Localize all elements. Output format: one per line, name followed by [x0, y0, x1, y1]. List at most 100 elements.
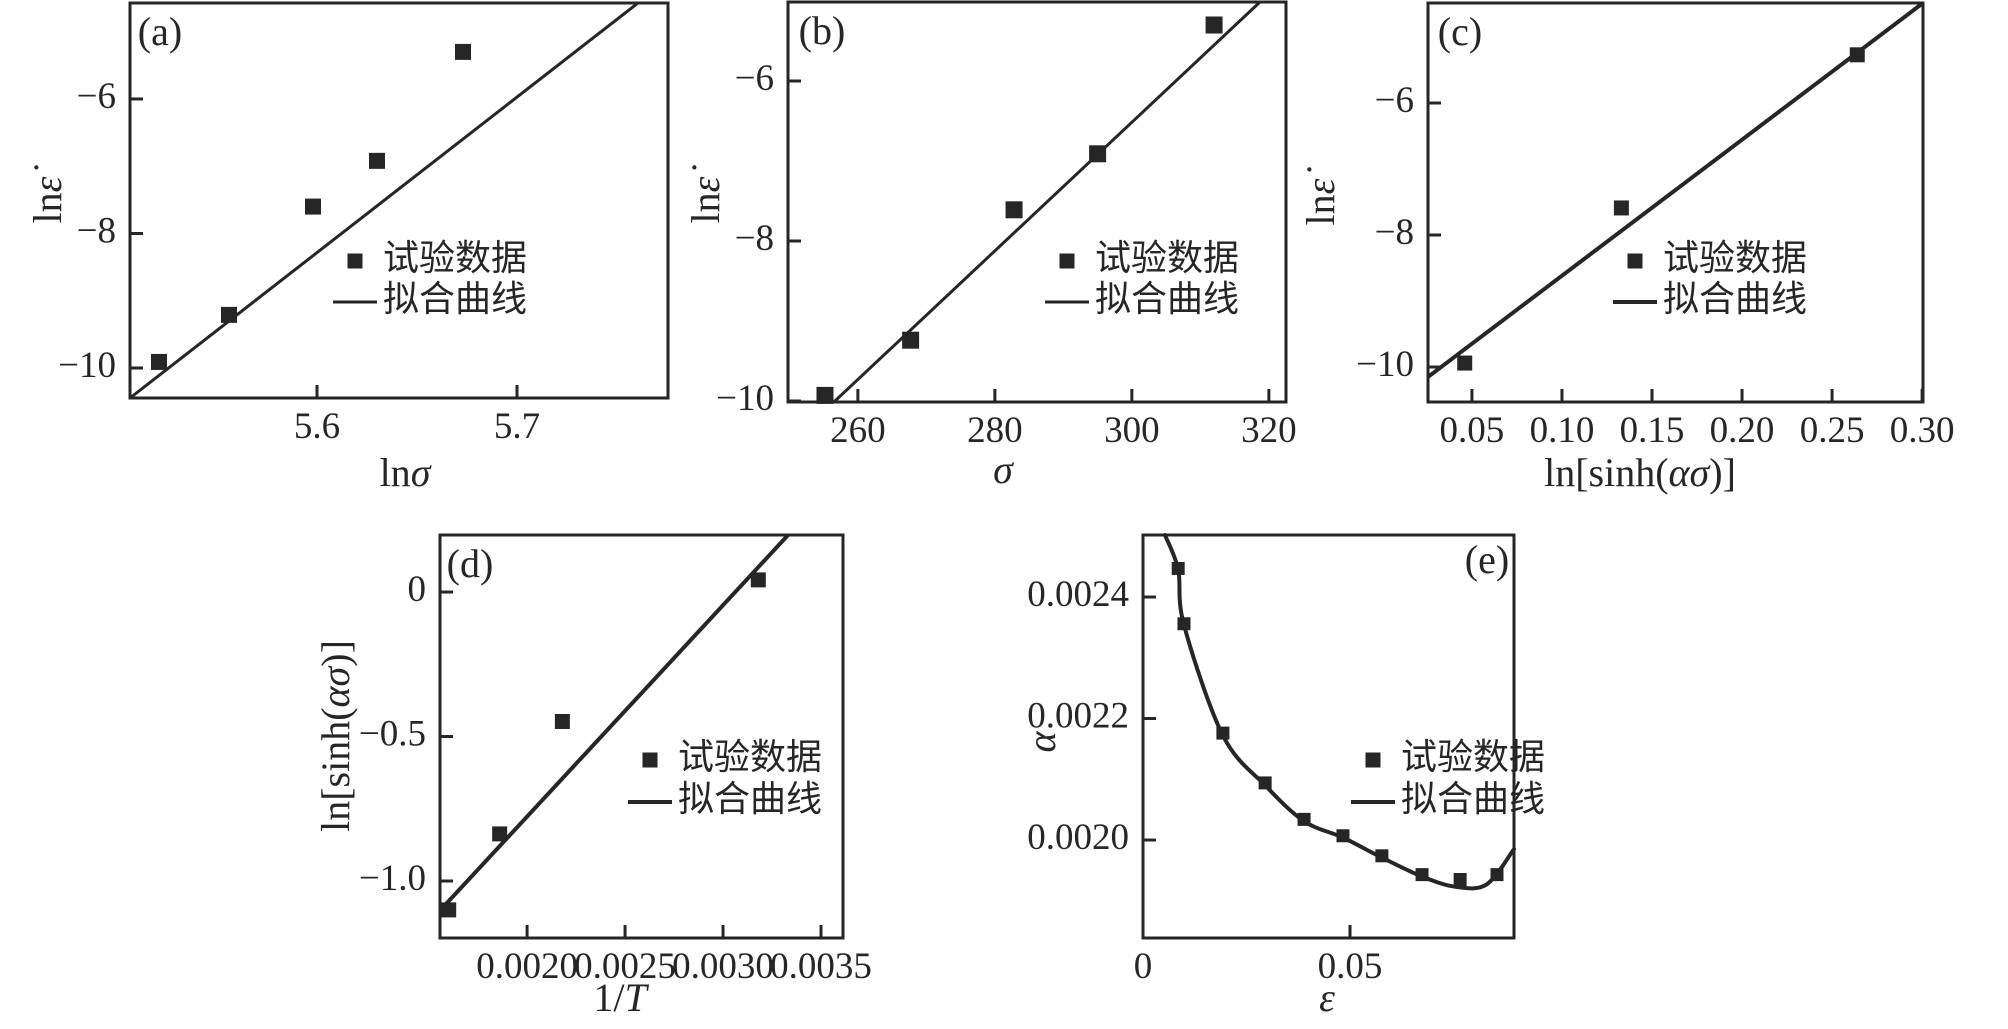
legend-fit-label: 拟合曲线: [1401, 779, 1545, 819]
legend-marker-icon: [347, 253, 363, 269]
x-tick-label: 280: [967, 410, 1023, 451]
x-tick-label: 0.05: [1318, 946, 1383, 987]
data-point-marker: [1177, 617, 1191, 631]
x-tick-label: 0: [1134, 946, 1153, 987]
axis-frame: [786, 0, 1288, 404]
x-tick-label: 300: [1104, 410, 1160, 451]
x-tick-label: 0.05: [1440, 410, 1505, 451]
data-point-marker: [151, 353, 167, 370]
y-tick-label: 0.0022: [1027, 696, 1129, 737]
y-axis-label: lnε̇: [25, 165, 70, 224]
data-point-marker: [750, 572, 766, 588]
legend-data-label: 试验数据: [1401, 737, 1545, 777]
data-point-marker: [492, 826, 508, 842]
y-tick-label: −10: [716, 378, 774, 419]
y-tick-label: −6: [1375, 80, 1414, 121]
legend-data-label: 试验数据: [678, 737, 822, 777]
axis-frame: [438, 533, 845, 940]
axis-frame: [128, 1, 670, 400]
panel-label: (b): [799, 8, 846, 53]
data-point-marker: [1216, 726, 1230, 740]
y-tick-label: 0.0024: [1027, 575, 1129, 616]
y-tick-label: −10: [58, 345, 116, 386]
fit-line: [1426, 1, 1925, 379]
panel-label: (d): [447, 541, 494, 586]
y-tick-label: 0: [408, 570, 427, 611]
y-tick-label: 0.0020: [1027, 817, 1129, 858]
data-point-marker: [1490, 868, 1504, 882]
data-point-marker: [1297, 812, 1311, 826]
legend-data-label: 试验数据: [1663, 238, 1807, 278]
data-point-marker: [816, 386, 834, 404]
y-tick-label: −0.5: [359, 714, 426, 755]
data-point-marker: [1005, 201, 1023, 219]
legend-marker-icon: [1059, 253, 1075, 269]
legend-fit-label: 拟合曲线: [383, 279, 527, 319]
y-axis-label: α: [1019, 731, 1064, 753]
y-axis-label: lnε̇: [683, 165, 728, 224]
x-tick-label: 0.0025: [574, 946, 676, 987]
data-point-marker: [1415, 868, 1429, 882]
data-point-marker: [369, 152, 385, 169]
x-axis-label: lnσ: [380, 450, 432, 495]
legend-data-label: 试验数据: [383, 238, 527, 278]
legend-marker-icon: [1627, 253, 1643, 269]
fit-line: [438, 533, 790, 912]
x-tick-label: 0.20: [1710, 410, 1775, 451]
x-tick-label: 0.0020: [476, 946, 578, 987]
data-point-marker: [902, 331, 920, 349]
y-axis-label: ln[sinh(ασ)]: [313, 640, 358, 832]
x-tick-label: 0.0030: [672, 946, 774, 987]
data-point-marker: [1457, 355, 1473, 371]
panel-label: (c): [1438, 9, 1482, 54]
x-tick-label: 260: [830, 410, 886, 451]
fit-line: [129, 1, 639, 400]
x-tick-label: 0.30: [1890, 410, 1955, 451]
data-point-marker: [1613, 200, 1629, 216]
data-point-marker: [1089, 145, 1107, 163]
y-tick-label: −1.0: [359, 858, 426, 899]
legend-data-label: 试验数据: [1095, 238, 1239, 278]
legend-fit-label: 拟合曲线: [1663, 279, 1807, 319]
data-point-marker: [441, 902, 457, 918]
panel-c: 0.05 0.10 0.15 0.20 0.25 0.30 −6 −8 −10 ln[sinh(α…: [1298, 1, 1955, 495]
data-point-marker: [1453, 873, 1467, 886]
data-point-marker: [1171, 561, 1185, 575]
y-tick-label: −8: [1375, 212, 1414, 253]
data-point-marker: [305, 198, 321, 215]
axis-frame: [1141, 533, 1516, 940]
y-axis-label: lnε̇: [1298, 167, 1343, 226]
x-axis-label: ln[sinh(ασ)]: [1544, 450, 1736, 495]
y-tick-label: −6: [735, 58, 774, 99]
x-tick-label: 0.10: [1530, 410, 1595, 451]
y-tick-label: −10: [1356, 345, 1414, 386]
data-point-marker: [221, 306, 237, 323]
y-tick-label: −8: [77, 211, 116, 252]
legend-marker-icon: [1365, 752, 1381, 768]
data-point-marker: [1258, 776, 1272, 790]
data-point-marker: [1849, 47, 1865, 63]
x-tick-label: 5.7: [494, 406, 540, 447]
x-tick-label: 5.6: [294, 406, 340, 447]
x-tick-label: 0.0035: [770, 946, 872, 987]
data-point-marker: [455, 43, 471, 60]
x-tick-label: 0.25: [1800, 410, 1865, 451]
legend-fit-label: 拟合曲线: [678, 779, 822, 819]
legend-fit-label: 拟合曲线: [1095, 279, 1239, 319]
x-axis-label: ε: [1319, 975, 1335, 1020]
legend-marker-icon: [642, 752, 658, 768]
x-tick-label: 0.15: [1620, 410, 1685, 451]
x-axis-label: σ: [993, 447, 1014, 492]
panel-label: (e): [1465, 537, 1509, 582]
x-tick-label: 320: [1241, 410, 1297, 451]
